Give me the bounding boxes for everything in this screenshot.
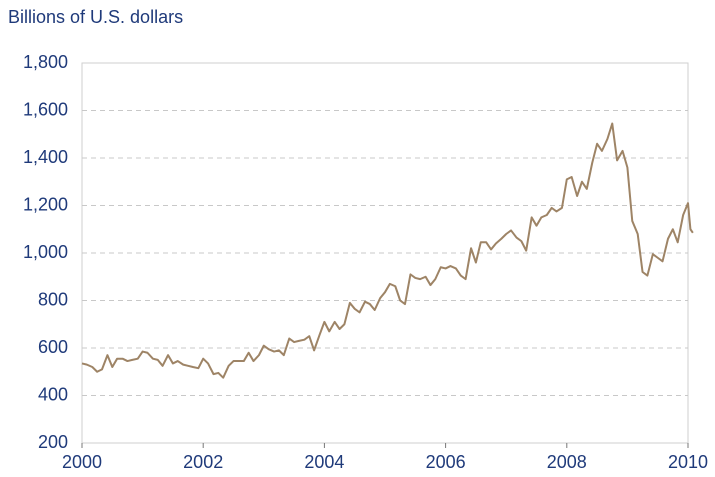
y-tick-label: 800 <box>38 289 68 309</box>
y-tick-label: 1,400 <box>23 147 68 167</box>
x-tick-label: 2002 <box>183 452 223 472</box>
x-tick-label: 2006 <box>426 452 466 472</box>
y-tick-label: 400 <box>38 384 68 404</box>
y-tick-label: 1,600 <box>23 99 68 119</box>
x-tick-label: 2004 <box>304 452 344 472</box>
axis-title: Billions of U.S. dollars <box>8 7 183 27</box>
y-tick-label: 600 <box>38 337 68 357</box>
y-tick-label: 1,800 <box>23 52 68 72</box>
x-tick-label: 2000 <box>62 452 102 472</box>
y-tick-label: 1,200 <box>23 194 68 214</box>
x-tick-label: 2010 <box>668 452 708 472</box>
x-tick-label: 2008 <box>547 452 587 472</box>
y-tick-label: 1,000 <box>23 242 68 262</box>
data-line <box>81 122 694 379</box>
y-tick-label: 200 <box>38 432 68 452</box>
